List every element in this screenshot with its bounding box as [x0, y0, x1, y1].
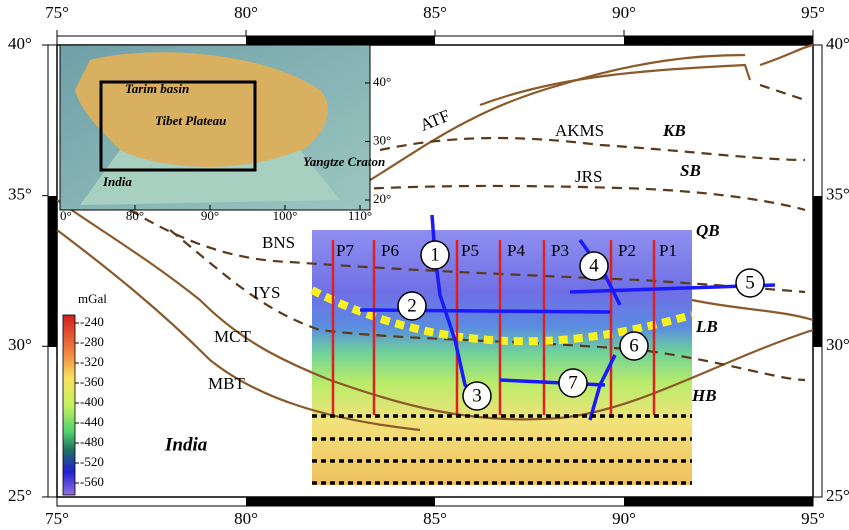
station-label: 4	[589, 255, 599, 276]
station-label: 6	[629, 335, 639, 356]
lat-tick-label: 30°	[826, 335, 849, 354]
map-label: India	[164, 434, 208, 455]
map-label: HB	[691, 386, 717, 405]
station-label: 2	[407, 295, 417, 316]
station-label: 5	[745, 272, 755, 293]
lat-tick-label: 30°	[8, 335, 32, 354]
colorbar-tick-label: -320	[80, 354, 104, 369]
lat-tick-label: 35°	[8, 185, 32, 204]
profile-label: P2	[618, 241, 636, 260]
map-label: JRS	[575, 167, 602, 186]
lon-tick-label: 85°	[423, 509, 447, 528]
colorbar-tick-label: -360	[80, 374, 104, 389]
map-label: IYS	[253, 283, 280, 302]
inset-label: India	[102, 174, 132, 189]
lon-tick-label: 95°	[801, 509, 825, 528]
lon-tick-label: 95°	[801, 3, 825, 22]
colorbar	[63, 315, 75, 495]
inset-tick-label: 110°	[348, 208, 372, 223]
colorbar-tick-label: -400	[80, 394, 104, 409]
profile-label: P4	[507, 241, 525, 260]
colorbar-tick-label: -520	[80, 454, 104, 469]
station-label: 7	[568, 372, 578, 393]
colorbar-tick-label: -240	[80, 314, 104, 329]
lat-tick-label: 40°	[826, 34, 849, 53]
colorbar-tick-label: -560	[80, 474, 104, 489]
inset-label: Tarim basin	[125, 81, 189, 96]
station-label: 1	[430, 244, 440, 265]
lon-tick-label: 90°	[612, 3, 636, 22]
colorbar-tick-label: -480	[80, 434, 104, 449]
inset-tick-label: 80°	[126, 208, 144, 223]
profile-label: P3	[551, 241, 569, 260]
profile-label: P6	[381, 241, 399, 260]
lat-tick-label: 35°	[826, 185, 849, 204]
map-label: SB	[680, 161, 701, 180]
inset-map: 0° 80° 90° 100° 110° 40° 30° 20°	[60, 45, 391, 223]
map-label: QB	[696, 221, 720, 240]
lon-tick-label: 90°	[612, 509, 636, 528]
map-label: LB	[695, 317, 718, 336]
station-label: 3	[472, 385, 482, 406]
map-figure: 0° 80° 90° 100° 110° 40° 30° 20° Tarim basin Ti…	[0, 0, 849, 530]
lat-tick-label: 40°	[8, 34, 32, 53]
lon-tick-label: 75°	[45, 3, 69, 22]
colorbar-tick-label: -440	[80, 414, 104, 429]
map-label: AKMS	[555, 121, 604, 140]
lon-tick-label: 75°	[45, 509, 69, 528]
colorbar-unit: mGal	[78, 291, 107, 306]
map-label: KB	[662, 121, 686, 140]
profile-label: P5	[461, 241, 479, 260]
inset-tick-label: 0°	[60, 208, 72, 223]
lat-tick-label: 25°	[8, 486, 32, 505]
map-label: MCT	[214, 327, 251, 346]
inset-tick-label: 20°	[373, 191, 391, 206]
inset-tick-label: 40°	[373, 74, 391, 89]
inset-tick-label: 30°	[373, 132, 391, 147]
lon-tick-label: 80°	[234, 3, 258, 22]
map-label: BNS	[262, 233, 295, 252]
colorbar-tick-label: -280	[80, 334, 104, 349]
lat-tick-label: 25°	[826, 486, 849, 505]
inset-tick-label: 100°	[273, 208, 298, 223]
profile-label: P7	[336, 241, 354, 260]
profile-label: P1	[659, 241, 677, 260]
lon-tick-label: 85°	[423, 3, 447, 22]
lon-tick-label: 80°	[234, 509, 258, 528]
inset-label: Tibet Plateau	[155, 113, 226, 128]
inset-label: Yangtze Craton	[303, 154, 385, 169]
map-label: MBT	[208, 374, 245, 393]
inset-tick-label: 90°	[201, 208, 219, 223]
